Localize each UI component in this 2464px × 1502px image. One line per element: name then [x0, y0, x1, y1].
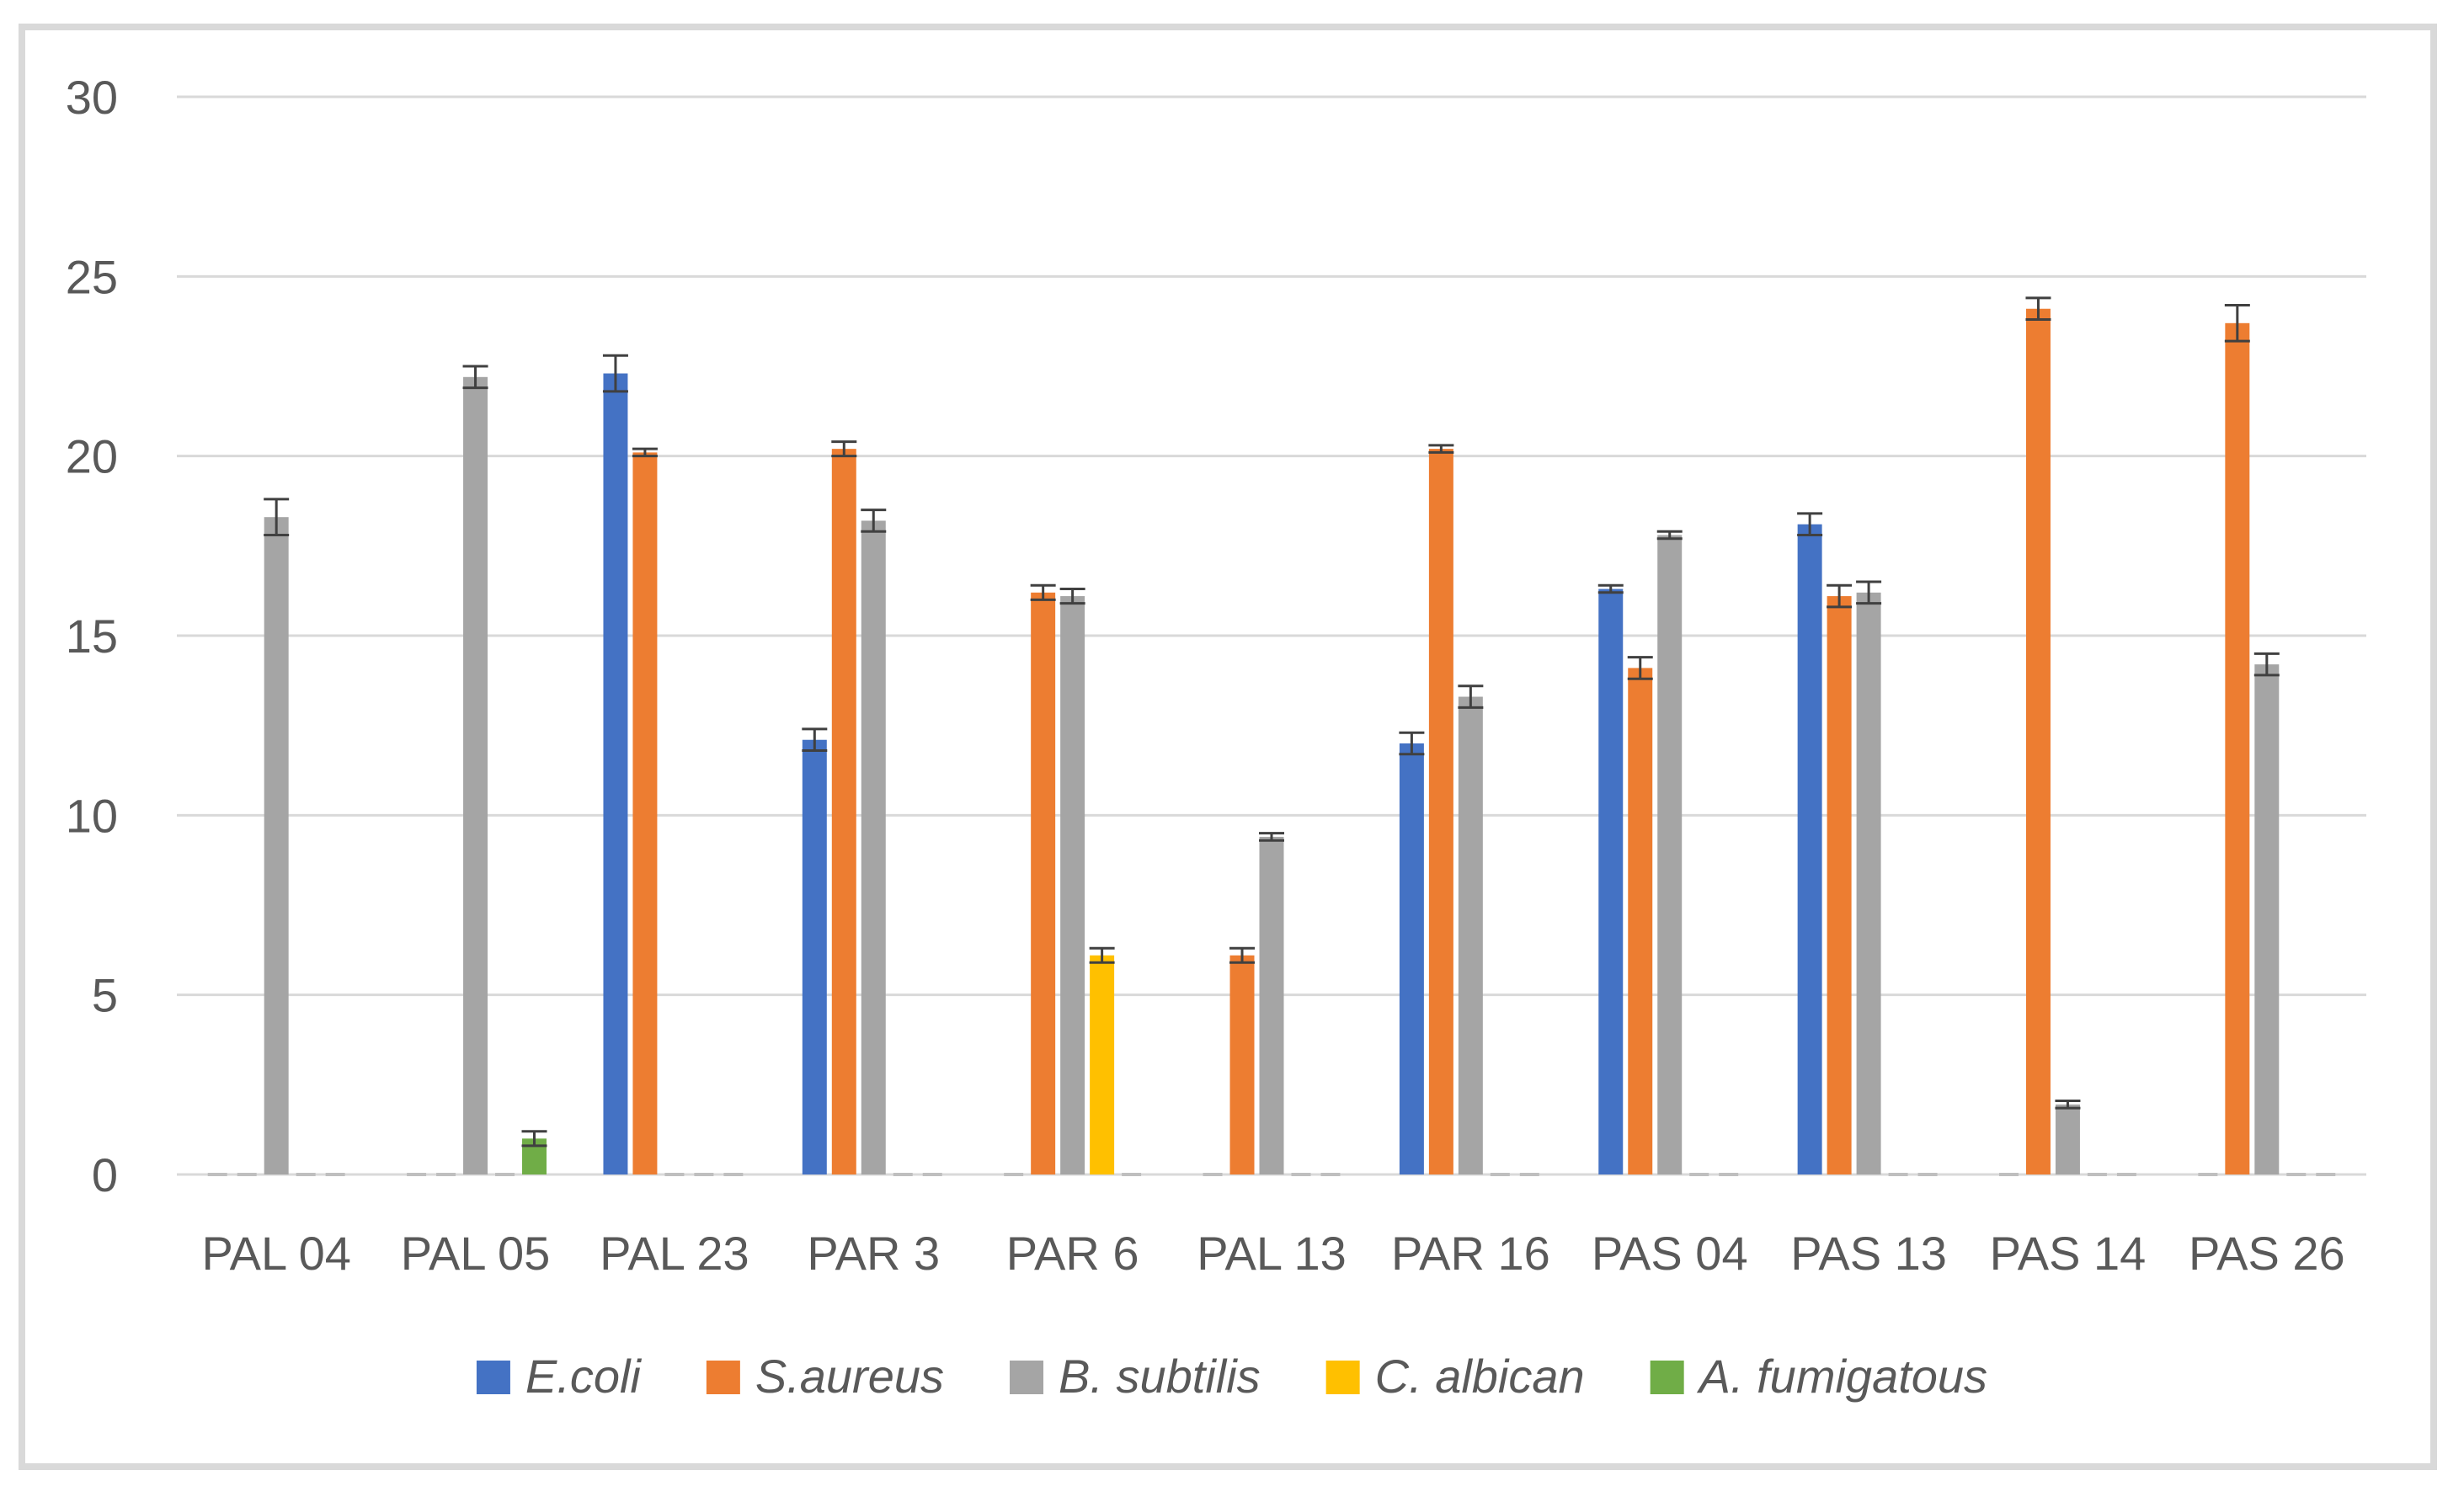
error-bar	[1856, 580, 1882, 605]
x-tick-label: PAS 13	[1790, 1227, 1947, 1280]
error-bar	[1030, 583, 1056, 601]
error-bar	[2224, 303, 2250, 343]
legend-item: S.aureus	[706, 1350, 944, 1403]
legend-label: B. subtilis	[1059, 1350, 1261, 1403]
error-bar	[1089, 946, 1115, 964]
bar	[2254, 664, 2280, 1174]
bar	[1598, 589, 1624, 1174]
bar	[1428, 449, 1453, 1174]
error-bar	[1656, 530, 1683, 541]
bar	[264, 517, 289, 1174]
error-bar	[1597, 583, 1624, 594]
error-bar	[1797, 512, 1823, 537]
error-bar	[462, 365, 488, 390]
bar	[2225, 322, 2250, 1174]
x-tick-label: PAR 3	[807, 1227, 940, 1280]
x-tick-label: PAL 05	[401, 1227, 550, 1280]
y-tick-label: 15	[66, 610, 118, 663]
x-tick-label: PAS 26	[2189, 1227, 2345, 1280]
error-bar	[521, 1130, 547, 1148]
bar	[603, 373, 628, 1174]
x-tick-label: PAL 13	[1197, 1227, 1346, 1280]
bar	[1827, 596, 1852, 1174]
legend-label: E.coli	[525, 1350, 642, 1403]
y-tick-label: 5	[92, 969, 118, 1022]
bar	[1259, 836, 1284, 1174]
y-axis: 0 5 10 15 20 25 30	[66, 71, 118, 1201]
legend-swatch	[706, 1361, 740, 1394]
legend-item: E.coli	[476, 1350, 642, 1403]
y-tick-label: 10	[66, 789, 118, 842]
error-bar	[2253, 652, 2280, 677]
legend-item: A. fumigatous	[1650, 1350, 1987, 1403]
bar	[861, 520, 886, 1174]
error-bar	[1229, 946, 1256, 964]
y-tick-label: 25	[66, 250, 118, 303]
bar	[1229, 955, 1255, 1174]
legend-item: C. albican	[1325, 1350, 1585, 1403]
bar	[1060, 596, 1085, 1174]
bar	[802, 739, 827, 1174]
error-bars	[207, 296, 2336, 1176]
x-tick-label: PAR 16	[1391, 1227, 1550, 1280]
bar	[1628, 668, 1653, 1174]
legend-swatch	[1010, 1361, 1044, 1394]
bars	[264, 308, 2280, 1174]
legend: E.coli S.aureus B. subtilis C. albican A. fu…	[476, 1350, 1987, 1403]
bar	[1090, 955, 1115, 1174]
y-tick-label: 0	[92, 1148, 118, 1201]
x-tick-label: PAS 04	[1592, 1227, 1748, 1280]
bar	[831, 449, 856, 1174]
bar	[1399, 743, 1424, 1174]
error-bar	[2025, 296, 2051, 322]
bar	[2025, 308, 2051, 1174]
bar	[1031, 592, 1056, 1174]
x-axis: PAL 04 PAL 05 PAL 23 PAR 3 PAR 6 PAL 13 PAR 16…	[201, 1227, 2344, 1280]
bar	[1797, 524, 1822, 1174]
error-bar	[1827, 583, 1853, 609]
error-bar	[602, 354, 628, 393]
error-bar	[1059, 588, 1085, 605]
error-bar	[1458, 684, 1484, 709]
legend-label: S.aureus	[755, 1350, 944, 1403]
y-tick-label: 20	[66, 430, 118, 483]
bar	[1657, 535, 1683, 1174]
error-bar	[861, 509, 887, 533]
bar	[1458, 696, 1483, 1174]
bar	[2055, 1104, 2080, 1174]
error-bar	[1259, 832, 1284, 842]
x-tick-label: PAR 6	[1006, 1227, 1139, 1280]
error-bar	[802, 727, 828, 753]
error-bar	[831, 440, 857, 458]
bar	[632, 452, 658, 1174]
error-bar	[1627, 656, 1653, 680]
x-tick-label: PAL 04	[201, 1227, 350, 1280]
error-bar	[1428, 444, 1454, 454]
error-bar	[1399, 731, 1425, 756]
y-tick-label: 30	[66, 71, 118, 124]
x-tick-label: PAL 23	[600, 1227, 749, 1280]
x-tick-label: PAS 14	[1990, 1227, 2147, 1280]
error-bar	[2055, 1100, 2081, 1110]
error-bar	[632, 447, 658, 458]
bar	[463, 376, 488, 1174]
legend-swatch	[1325, 1361, 1360, 1394]
error-bar	[264, 498, 290, 537]
legend-label: A. fumigatous	[1697, 1350, 1987, 1403]
bar	[1856, 592, 1881, 1174]
legend-item: B. subtilis	[1010, 1350, 1261, 1403]
legend-swatch	[1650, 1361, 1684, 1394]
legend-label: C. albican	[1375, 1350, 1585, 1403]
legend-swatch	[476, 1361, 510, 1394]
